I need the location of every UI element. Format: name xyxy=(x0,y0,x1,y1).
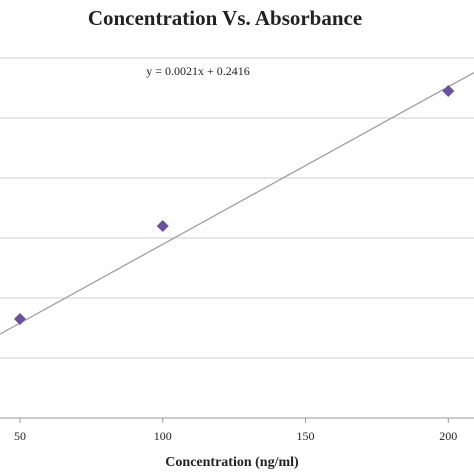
x-tick-label: 150 xyxy=(297,429,315,443)
data-point xyxy=(13,313,26,325)
x-tick-label: 50 xyxy=(14,429,26,443)
x-tick-label: 100 xyxy=(154,429,172,443)
trendline-equation: y = 0.0021x + 0.2416 xyxy=(146,64,250,78)
data-point xyxy=(156,220,169,232)
x-tick-label: 200 xyxy=(439,429,457,443)
trendline xyxy=(0,72,474,335)
chart-title: Concentration Vs. Absorbance xyxy=(88,6,362,30)
data-point xyxy=(442,85,455,97)
x-axis-label: Concentration (ng/ml) xyxy=(165,455,299,470)
